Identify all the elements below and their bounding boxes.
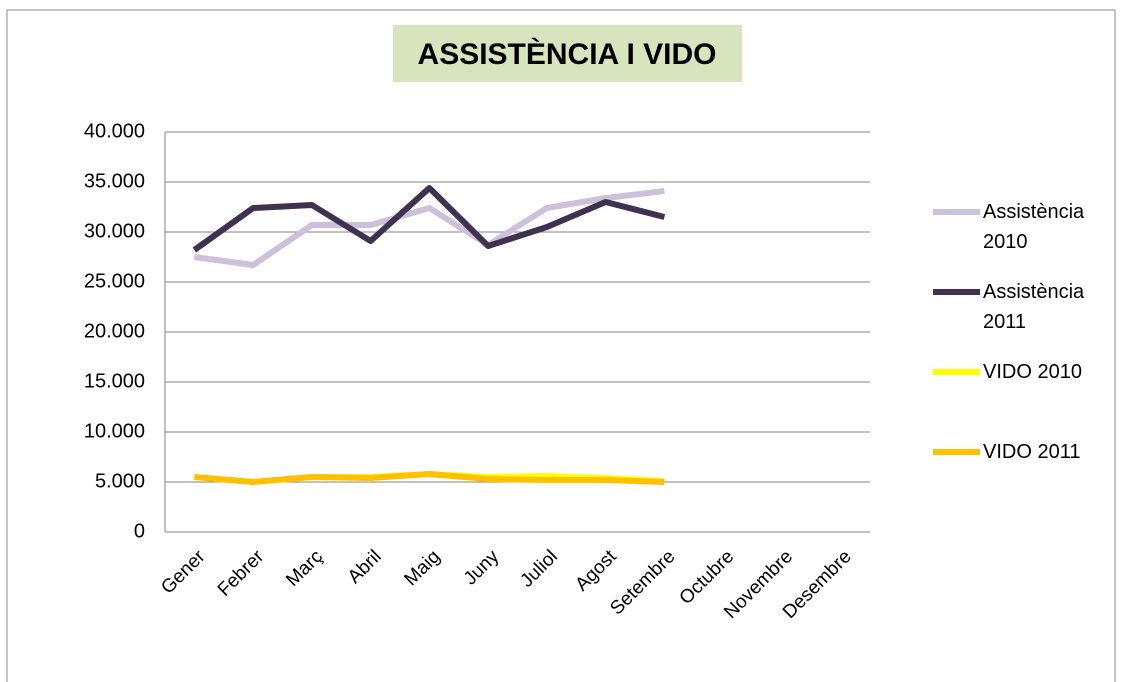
y-tick-label: 35.000 [84,170,145,192]
x-tick-label: Agost [571,546,621,596]
series-line [192,185,666,253]
title-box [393,25,742,82]
y-tick-label: 10.000 [84,420,145,442]
x-tick-label: Juliol [516,546,561,591]
legend-label: VIDO 2011 [983,441,1081,463]
series-line [193,188,665,268]
x-tick-label: Març [282,546,327,591]
y-tick-label: 0 [134,520,145,542]
x-tick-label: Setembre [606,546,679,619]
y-tick-label: 5.000 [95,470,145,492]
x-tick-label: Gener [157,546,210,599]
x-tick-label: Abril [344,546,386,588]
x-tick-label: Febrer [214,546,269,601]
chart-title: ASSISTÈNCIA I VIDO [418,37,717,71]
y-tick-label: 15.000 [84,370,145,392]
series-line [194,471,665,485]
y-tick-label: 40.000 [84,120,145,142]
x-tick-label: Maig [400,546,444,590]
y-tick-label: 20.000 [84,320,145,342]
legend-label: Assistència 2010 [983,201,1085,253]
chart-frame [6,9,1116,682]
x-tick-label: Juny [460,546,504,590]
legend-label: VIDO 2010 [983,361,1082,383]
y-tick-label: 25.000 [84,270,145,292]
y-tick-label: 30.000 [84,220,145,242]
legend-label: Assistència 2011 [983,281,1085,333]
